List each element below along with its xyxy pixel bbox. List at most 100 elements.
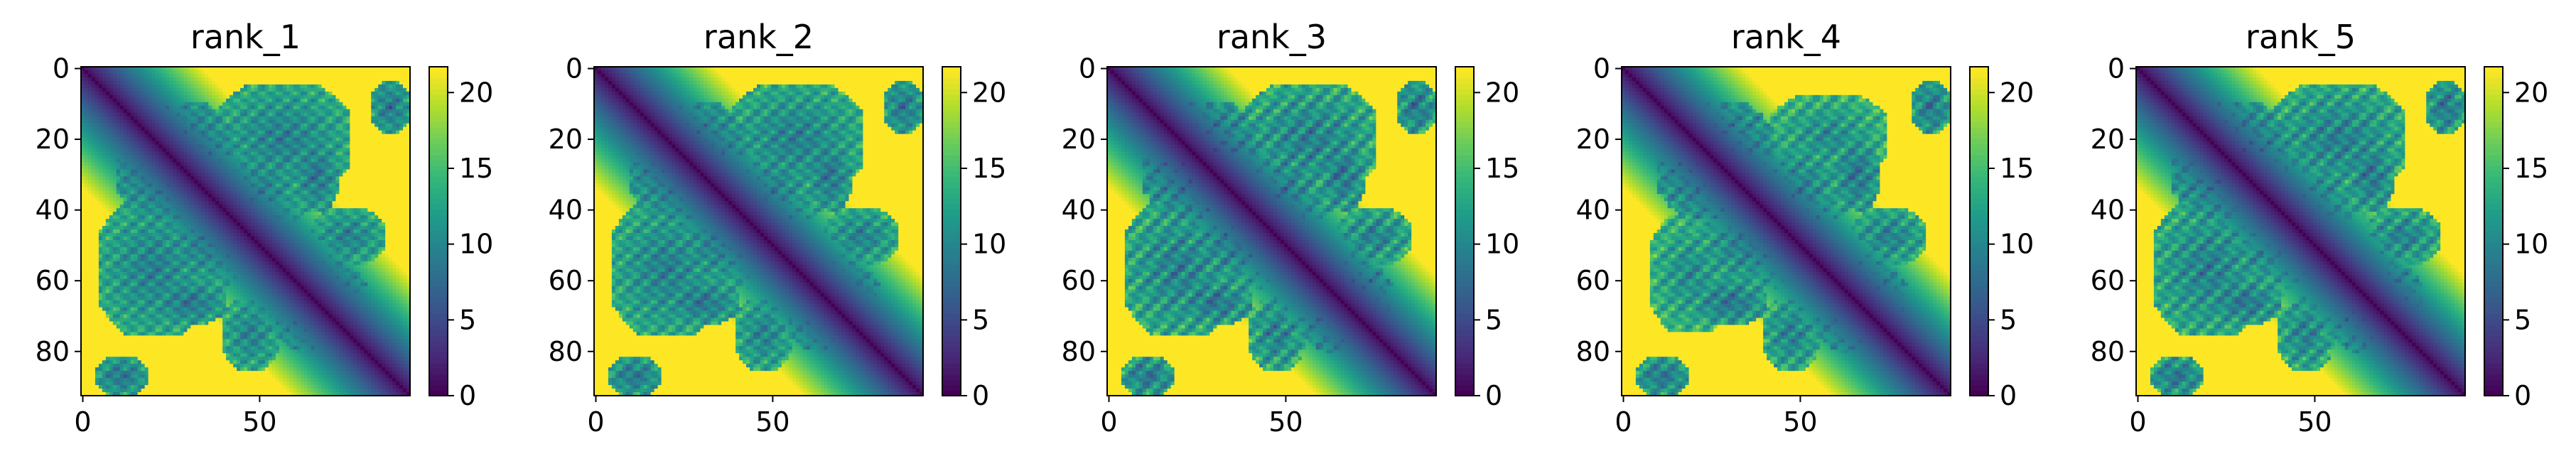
heatmap-cell	[102, 138, 107, 142]
heatmap-cell	[145, 208, 149, 212]
heatmap-cell	[85, 99, 89, 103]
heatmap-cell	[141, 155, 146, 159]
heatmap-cell	[328, 176, 333, 180]
heatmap-cell	[117, 194, 121, 198]
heatmap-cell	[226, 244, 230, 248]
heatmap-cell	[187, 124, 191, 128]
heatmap-cell	[346, 77, 350, 82]
heatmap-cell	[262, 85, 266, 89]
heatmap-cell	[113, 240, 117, 244]
heatmap-cell	[113, 102, 117, 107]
heatmap-cell	[138, 158, 142, 163]
heatmap-cell	[187, 222, 191, 227]
heatmap-cell	[247, 106, 252, 110]
heatmap-cell	[176, 222, 180, 227]
heatmap-cell	[335, 148, 340, 153]
heatmap-cell	[322, 244, 326, 248]
heatmap-cell	[374, 85, 379, 89]
heatmap-cell	[173, 116, 177, 121]
heatmap-cell	[328, 190, 333, 195]
heatmap-cell	[134, 116, 139, 121]
heatmap-cell	[131, 240, 135, 244]
heatmap-cell	[343, 187, 347, 191]
heatmap-cell	[152, 106, 156, 110]
heatmap-cell	[308, 106, 312, 110]
heatmap-cell	[106, 208, 110, 212]
heatmap-cell	[385, 212, 389, 216]
heatmap-cell	[357, 183, 361, 188]
heatmap-cell	[332, 70, 336, 75]
heatmap-cell	[283, 138, 287, 142]
heatmap-cell	[237, 169, 241, 173]
heatmap-cell	[88, 219, 92, 223]
heatmap-cell	[272, 151, 276, 156]
heatmap-cell	[85, 237, 89, 241]
heatmap-cell	[374, 74, 379, 78]
heatmap-cell	[201, 219, 205, 223]
heatmap-cell	[371, 102, 375, 107]
heatmap-cell	[374, 240, 379, 244]
heatmap-cell	[308, 92, 312, 96]
heatmap-cell	[141, 180, 146, 184]
heatmap-cell	[389, 131, 393, 135]
heatmap-cell	[318, 85, 323, 89]
heatmap-cell	[286, 173, 291, 177]
heatmap-cell	[169, 158, 173, 163]
heatmap-cell	[403, 92, 407, 96]
heatmap-cell	[113, 190, 117, 195]
heatmap-cell	[183, 155, 188, 159]
heatmap-cell	[251, 102, 255, 107]
heatmap-cell	[251, 95, 255, 99]
heatmap-cell	[251, 226, 255, 230]
heatmap-cell	[183, 201, 188, 205]
heatmap-cell	[283, 120, 287, 124]
heatmap-cell	[230, 92, 234, 96]
heatmap-cell	[187, 141, 191, 146]
heatmap-cell	[212, 99, 216, 103]
heatmap-cell	[190, 134, 195, 139]
heatmap-cell	[194, 229, 198, 234]
heatmap-cell	[205, 183, 209, 188]
heatmap-cell	[350, 215, 354, 220]
heatmap-cell	[265, 131, 269, 135]
heatmap-cell	[399, 180, 404, 184]
heatmap-cell	[134, 169, 139, 173]
heatmap-cell	[343, 141, 347, 146]
heatmap-cell	[166, 180, 170, 184]
heatmap-cell	[399, 85, 404, 89]
heatmap-cell	[127, 173, 131, 177]
heatmap-cell	[378, 166, 382, 170]
heatmap-cell	[99, 194, 103, 198]
heatmap-cell	[254, 74, 259, 78]
heatmap-cell	[156, 141, 160, 146]
heatmap-cell	[169, 205, 173, 209]
heatmap-cell	[237, 240, 241, 244]
heatmap-cell	[378, 180, 382, 184]
heatmap-cell	[152, 113, 156, 117]
heatmap-cell	[399, 113, 404, 117]
heatmap-cell	[169, 151, 173, 156]
heatmap-cell	[219, 187, 223, 191]
heatmap-cell	[254, 240, 259, 244]
heatmap-cell	[92, 254, 96, 259]
heatmap-cell	[215, 219, 220, 223]
heatmap-cell	[124, 190, 128, 195]
heatmap-cell	[163, 190, 167, 195]
heatmap-cell	[131, 145, 135, 149]
heatmap-cell	[138, 205, 142, 209]
heatmap-cell	[138, 92, 142, 96]
heatmap-cell	[180, 226, 184, 230]
heatmap-cell	[378, 201, 382, 205]
heatmap-cell	[113, 151, 117, 156]
heatmap-cell	[283, 134, 287, 139]
heatmap-cell	[102, 197, 107, 202]
heatmap-cell	[145, 70, 149, 75]
heatmap-cell	[237, 127, 241, 131]
heatmap-cell	[95, 85, 99, 89]
heatmap-cell	[183, 169, 188, 173]
heatmap-cell	[265, 237, 269, 241]
heatmap-cell	[219, 120, 223, 124]
heatmap-cell	[293, 70, 298, 75]
heatmap-cell	[254, 102, 259, 107]
heatmap-cell	[208, 131, 212, 135]
